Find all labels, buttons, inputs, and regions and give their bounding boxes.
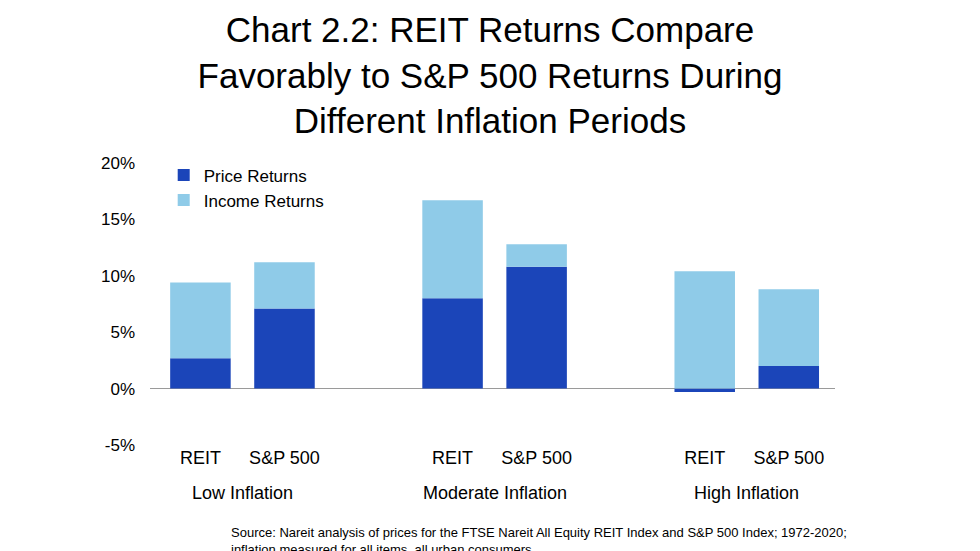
svg-text:5%: 5%	[110, 323, 135, 342]
svg-text:Source: Nareit analysis of pri: Source: Nareit analysis of prices for th…	[231, 525, 847, 551]
svg-text:Income Returns: Income Returns	[204, 192, 324, 211]
svg-text:Moderate Inflation: Moderate Inflation	[423, 483, 567, 503]
svg-text:S&P 500: S&P 500	[249, 448, 320, 468]
svg-text:High Inflation: High Inflation	[694, 483, 799, 503]
svg-text:-5%: -5%	[105, 436, 135, 455]
svg-text:REIT: REIT	[180, 448, 221, 468]
svg-text:Chart 2.2: REIT Returns Compar: Chart 2.2: REIT Returns CompareFavorably…	[198, 10, 783, 140]
svg-text:0%: 0%	[110, 380, 135, 399]
svg-text:20%: 20%	[101, 154, 135, 173]
svg-text:REIT: REIT	[432, 448, 473, 468]
svg-text:Low Inflation: Low Inflation	[192, 483, 293, 503]
svg-text:Price Returns: Price Returns	[204, 167, 307, 186]
svg-text:15%: 15%	[101, 210, 135, 229]
svg-text:S&P 500: S&P 500	[753, 448, 824, 468]
svg-text:S&P 500: S&P 500	[501, 448, 572, 468]
svg-text:10%: 10%	[101, 267, 135, 286]
svg-text:REIT: REIT	[684, 448, 725, 468]
